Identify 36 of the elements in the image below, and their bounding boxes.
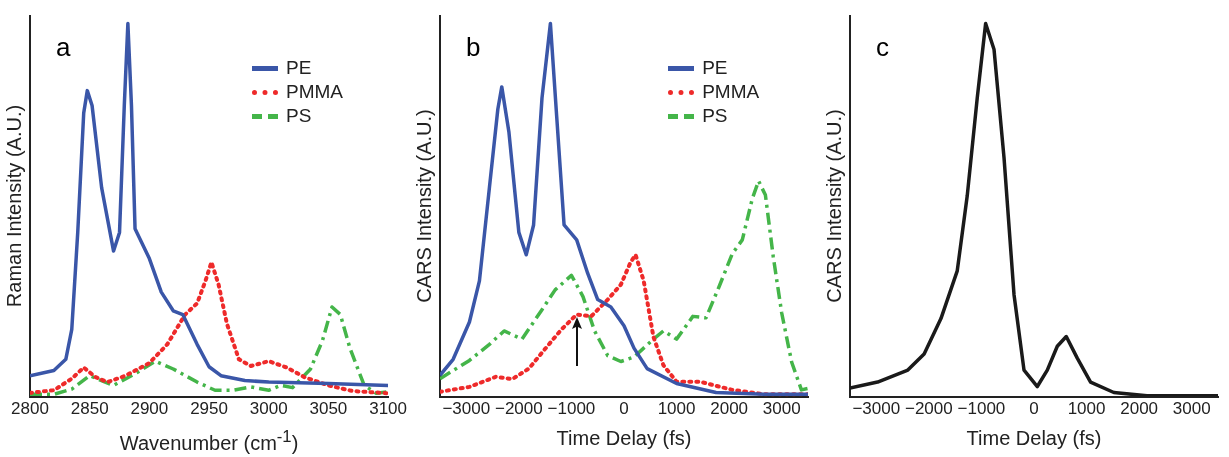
x-tick-label: 2950 <box>190 399 228 419</box>
legend-label: PE <box>702 57 728 79</box>
x-tick-label: 1000 <box>657 399 696 419</box>
chart-title: a <box>56 32 71 63</box>
x-tick-label: 2800 <box>11 399 49 419</box>
x-tick-label: −3000 <box>852 399 901 419</box>
x-tick-label: 2850 <box>70 399 109 419</box>
x-tick-label: 1000 <box>1067 399 1106 419</box>
y-axis-title: CARS Intensity (A.U.) <box>822 109 846 303</box>
x-tick-label: 2000 <box>710 399 749 419</box>
legend-label: PS <box>702 105 728 127</box>
x-tick-label: 3000 <box>762 399 801 419</box>
x-tick-label: 0 <box>1029 399 1039 419</box>
x-tick-label: −3000 <box>442 399 491 419</box>
legend-label: PE <box>286 57 312 79</box>
x-axis-title: Time Delay (fs) <box>556 426 692 450</box>
chart-title: b <box>466 32 481 63</box>
x-axis-title: Time Delay (fs) <box>966 426 1102 450</box>
x-tick-label: −1000 <box>547 399 596 419</box>
x-tick-label: 3100 <box>369 399 407 419</box>
legend-label: PS <box>286 105 312 127</box>
legend-label: PMMA <box>702 81 760 103</box>
x-tick-label: −2000 <box>904 399 953 419</box>
x-tick-label: 3000 <box>249 399 288 419</box>
x-tick-label: 0 <box>619 399 629 419</box>
chart-title: c <box>876 32 889 63</box>
x-tick-label: 3000 <box>1172 399 1211 419</box>
x-axis-title: Wavenumber (cm$^{-1}$) <box>119 426 299 455</box>
x-tick-label: 2900 <box>130 399 169 419</box>
x-tick-label: 2000 <box>1120 399 1159 419</box>
y-axis-title: Raman Intensity (A.U.) <box>2 105 26 308</box>
x-tick-label: 3050 <box>309 399 348 419</box>
x-tick-label: −1000 <box>957 399 1006 419</box>
y-axis-title: CARS Intensity (A.U.) <box>412 109 436 303</box>
x-tick-label: −2000 <box>494 399 543 419</box>
legend-label: PMMA <box>286 81 344 103</box>
